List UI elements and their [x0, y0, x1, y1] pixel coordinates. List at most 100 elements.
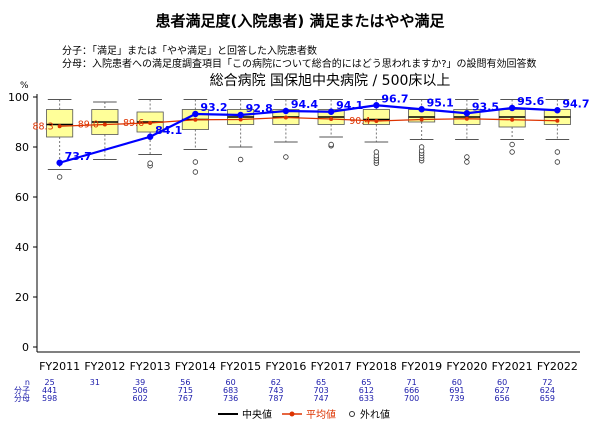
x-tick-label: FY2022 [537, 360, 578, 373]
table-denominator-cell: 739 [449, 394, 464, 403]
hospital-value-label: 94.1 [336, 99, 363, 112]
outlier-point [554, 149, 561, 155]
mean-line [59, 116, 558, 127]
table-denominator-cell: 656 [494, 394, 509, 403]
table-denominator-cell: 736 [223, 394, 238, 403]
table-n-cell: 71 [407, 378, 417, 387]
hospital-point [282, 107, 290, 115]
y-tick-label: 80 [15, 141, 29, 154]
table-n-cell: 39 [135, 378, 145, 387]
x-tick-label: FY2019 [401, 360, 442, 373]
x-tick-label: FY2016 [265, 360, 306, 373]
mean-value-label: 88.3 [32, 121, 53, 132]
box [46, 109, 74, 138]
table-row-label-numerator: 分子 [14, 386, 30, 395]
outlier-point [554, 159, 561, 165]
mean-point [555, 118, 560, 123]
numerator-note: 分子：「満足」または「やや満足」と回答した入院患者数 [62, 46, 317, 57]
table-n-cell: 60 [226, 378, 236, 387]
hospital-value-label: 73.7 [65, 150, 92, 163]
legend-outlier-label: 外れ値 [360, 408, 390, 421]
hospital-series: 73.7 84.1 93.2 92.8 94.4 94.1 96.7 95.1 93.5 95.6… [56, 92, 590, 166]
hospital-point [373, 102, 380, 109]
mean-point [102, 122, 107, 127]
outlier-point [237, 156, 244, 163]
hospital-point [146, 133, 154, 140]
hospital-value-label: 94.7 [562, 97, 589, 110]
y-unit-label: % [20, 81, 29, 91]
hospital-point [56, 159, 63, 166]
x-tick-label: FY2021 [492, 360, 533, 373]
x-tick-label: FY2012 [84, 360, 125, 373]
y-tick-label: 0 [22, 341, 29, 354]
outlier-point [192, 159, 199, 165]
outlier-point [192, 169, 199, 175]
table-numerator-cell: 441 [42, 386, 57, 395]
table-numerator-cell: 703 [313, 386, 328, 395]
outlier-point [464, 159, 470, 165]
table-numerator-cell: 743 [268, 386, 283, 395]
hospital-value-label: 92.8 [246, 102, 273, 115]
hospital-point [508, 104, 516, 112]
legend-mean-dot [289, 411, 295, 417]
hospital-point [418, 106, 425, 113]
legend: 中央値 平均値 外れ値 [218, 408, 390, 421]
table-n-cell: 62 [271, 378, 281, 387]
hospital-value-label: 93.2 [200, 101, 227, 114]
hospital-value-label: 93.5 [472, 100, 499, 113]
y-tick-label: 100 [8, 91, 29, 104]
outlier-point [56, 174, 63, 180]
y-tick-label: 20 [15, 291, 29, 304]
denominator-note: 分母：入院患者への満足度調査項目「この病院について総合的にはどう思われますか?」… [62, 59, 537, 70]
mean-point [419, 117, 424, 122]
x-tick-label: FY2017 [311, 360, 352, 373]
outlier-point [509, 141, 515, 148]
hospital-line [59, 104, 558, 164]
legend-median-label: 中央値 [242, 408, 272, 421]
table-numerator-cell: 691 [449, 386, 464, 395]
mean-point [148, 121, 153, 125]
table-row-label-n: n [25, 378, 30, 387]
outliers [56, 141, 561, 180]
hospital-value-label: 95.1 [427, 96, 454, 109]
table-numerator-cell: 683 [223, 386, 238, 395]
table-row-label-denominator: 分母 [14, 394, 30, 403]
hospital-point [327, 108, 335, 115]
mean-value-label: 89.0 [78, 120, 99, 131]
x-tick-label: FY2015 [220, 360, 261, 373]
table-numerator-cell: 715 [178, 386, 193, 395]
mean-point [374, 119, 379, 123]
table-denominator-cell: 633 [359, 394, 374, 403]
table-numerator-cell: 627 [494, 386, 509, 395]
table-denominator-cell: 787 [268, 394, 283, 403]
table-denominator-cell: 602 [132, 394, 147, 403]
table-n-cell: 60 [452, 378, 462, 387]
y-ticks: 0 20 40 60 80 100 [8, 91, 37, 354]
table-denominator-cell: 700 [404, 394, 419, 403]
hospital-point [554, 107, 561, 114]
hospital-value-label: 95.6 [517, 95, 544, 108]
y-tick-label: 60 [15, 191, 29, 204]
mean-point [57, 124, 62, 129]
table-denominator-cell: 767 [178, 394, 193, 403]
chart-subtitle: 総合病院 国保旭中央病院 / 500床以上 [209, 73, 451, 89]
x-tick-label: FY2011 [39, 360, 80, 373]
table-numerator-cell: 612 [359, 386, 374, 395]
legend-mean-label: 平均値 [306, 408, 336, 421]
axes: % [20, 81, 580, 353]
hospital-point [237, 111, 244, 119]
table-n-cell: 56 [180, 378, 190, 387]
hospital-value-label: 94.4 [291, 98, 318, 111]
x-tick-label: FY2014 [175, 360, 216, 373]
table-n-cell: 65 [316, 378, 326, 387]
legend-outlier-swatch [349, 411, 355, 417]
means: 88.3 89.0 89.6 90.4 [32, 115, 560, 132]
outlier-point [283, 154, 289, 160]
table-n-cell: 31 [90, 378, 100, 387]
mean-value-label: 90.4 [349, 116, 370, 127]
mean-point [283, 115, 288, 120]
outlier-point [509, 149, 515, 155]
hospital-value-label: 96.7 [381, 92, 408, 105]
